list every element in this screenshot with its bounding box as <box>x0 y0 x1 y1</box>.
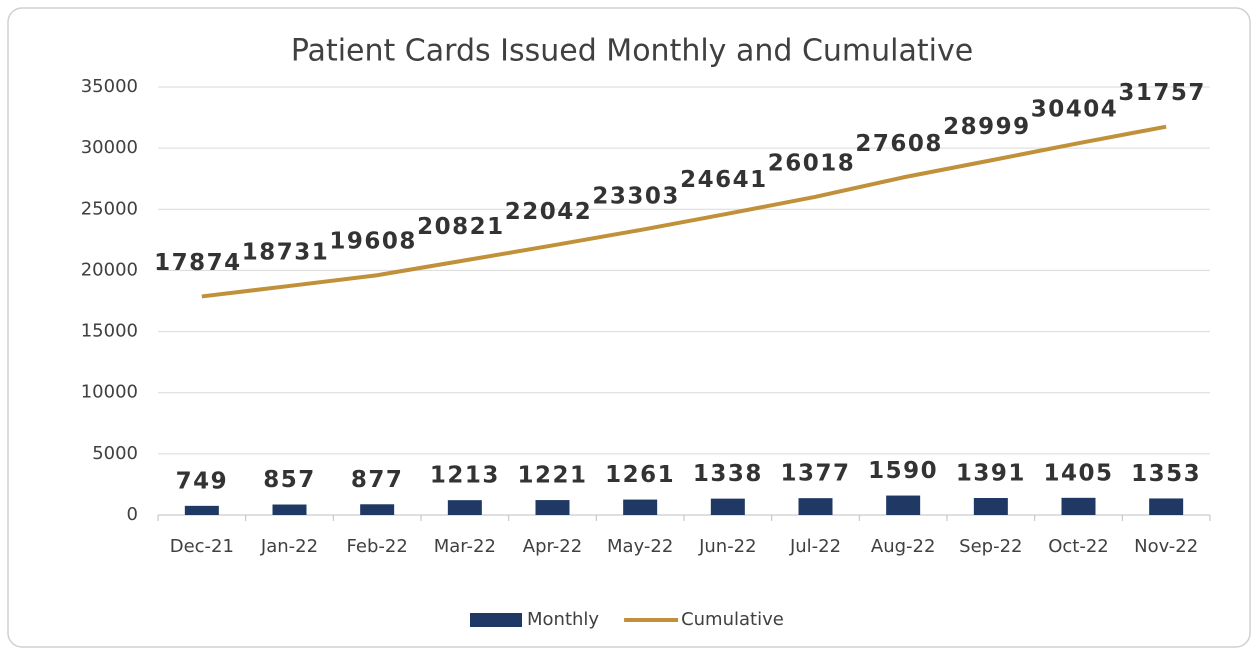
data-label: 1405 <box>1043 460 1113 486</box>
bar <box>623 499 658 515</box>
data-label: 857 <box>263 467 316 493</box>
y-tick-label: 0 <box>127 504 138 525</box>
data-label: 1590 <box>868 458 938 484</box>
data-label: 27608 <box>855 131 943 157</box>
bar <box>535 500 570 515</box>
data-label: 1391 <box>956 460 1026 486</box>
bar <box>272 504 307 515</box>
x-tick-label: Jul-22 <box>789 536 841 557</box>
data-label: 749 <box>176 468 229 494</box>
chart-title: Patient Cards Issued Monthly and Cumulat… <box>291 34 973 69</box>
bar <box>447 500 482 515</box>
data-label: 1353 <box>1131 461 1201 487</box>
data-label: 30404 <box>1031 97 1119 123</box>
x-tick-label: Apr-22 <box>523 536 582 557</box>
x-tick-label: Dec-21 <box>170 536 234 557</box>
x-tick-label: Jan-22 <box>260 536 318 557</box>
y-tick-label: 25000 <box>81 198 138 219</box>
bar <box>1149 498 1184 515</box>
data-label: 1261 <box>605 462 675 488</box>
data-label: 17874 <box>154 250 242 276</box>
line <box>201 124 1167 299</box>
data-label: 1221 <box>517 463 587 489</box>
x-tick-label: Nov-22 <box>1134 536 1198 557</box>
bar <box>973 497 1008 515</box>
x-tick-label: Mar-22 <box>434 536 496 557</box>
y-tick-label: 5000 <box>92 443 138 464</box>
data-label: 26018 <box>768 150 856 176</box>
bar <box>184 505 219 515</box>
data-label: 22042 <box>505 199 593 225</box>
x-tick-label: Sep-22 <box>959 536 1022 557</box>
bar <box>360 504 395 515</box>
x-tick-label: Feb-22 <box>347 536 408 557</box>
data-label: 877 <box>351 467 404 493</box>
x-tick-label: May-22 <box>607 536 673 557</box>
data-label: 31757 <box>1118 80 1206 106</box>
x-tick-label: Jun-22 <box>698 536 757 557</box>
x-tick-label: Aug-22 <box>871 536 936 557</box>
bar <box>886 495 921 515</box>
x-tick-label: Oct-22 <box>1048 536 1109 557</box>
data-label: 24641 <box>680 167 768 193</box>
data-label: 1213 <box>430 463 500 489</box>
y-tick-label: 15000 <box>81 321 138 342</box>
data-label: 19608 <box>329 229 417 255</box>
y-tick-label: 30000 <box>81 137 138 158</box>
data-label: 28999 <box>943 114 1031 140</box>
data-label: 23303 <box>592 184 680 210</box>
data-label: 18731 <box>242 239 330 265</box>
legend-label: Cumulative <box>681 609 784 630</box>
data-label: 20821 <box>417 214 505 240</box>
y-tick-label: 10000 <box>81 382 138 403</box>
legend-label: Monthly <box>527 609 599 630</box>
data-label: 1338 <box>693 461 763 487</box>
bar <box>1061 497 1096 515</box>
legend-swatch <box>470 613 522 627</box>
chart-frame <box>7 7 1251 648</box>
y-tick-label: 20000 <box>81 259 138 280</box>
bar <box>798 498 833 515</box>
data-label: 1377 <box>780 461 850 487</box>
y-tick-label: 35000 <box>81 76 138 97</box>
bar <box>710 498 745 515</box>
